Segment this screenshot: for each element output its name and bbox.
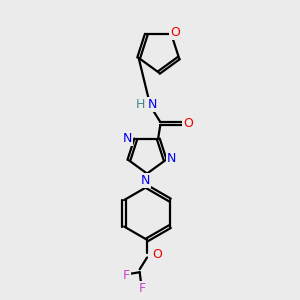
Text: N: N [167, 152, 176, 165]
Text: N: N [123, 132, 132, 146]
Text: H: H [136, 98, 145, 111]
Text: F: F [123, 268, 130, 282]
Text: O: O [170, 26, 180, 39]
Text: F: F [139, 282, 146, 295]
Text: O: O [183, 117, 193, 130]
Text: N: N [141, 173, 150, 187]
Text: O: O [152, 248, 162, 261]
Text: N: N [147, 98, 157, 111]
